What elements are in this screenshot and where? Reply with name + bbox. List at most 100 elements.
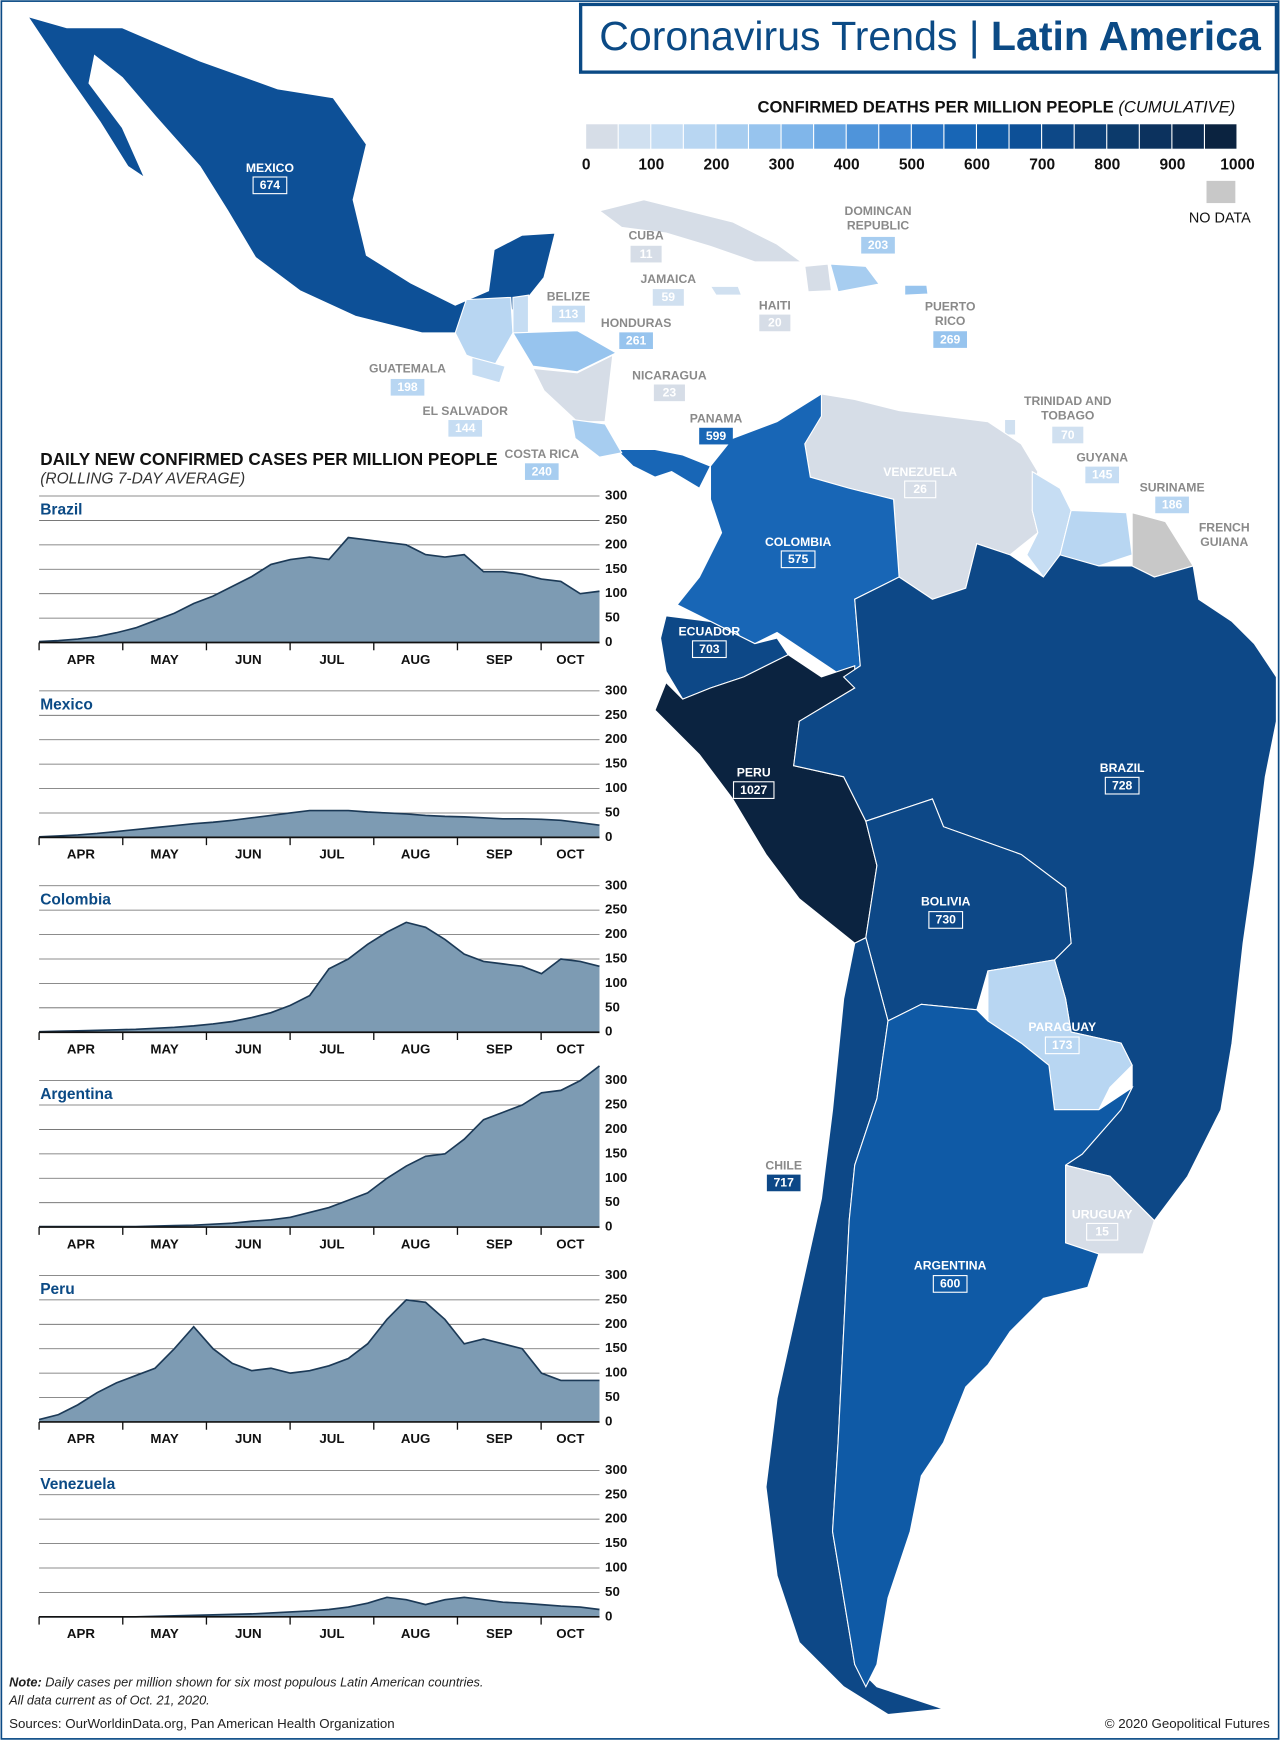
legend-title: CONFIRMED DEATHS PER MILLION PEOPLE (CUM… [758, 98, 1236, 117]
value-label: 269 [940, 332, 961, 346]
legend-swatch [683, 124, 716, 149]
value-box [928, 911, 964, 929]
country-label: BRAZIL [1100, 761, 1145, 775]
y-tick-label: 300 [605, 1462, 627, 1477]
title-box [578, 2, 1279, 74]
y-tick-label: 100 [605, 1365, 627, 1380]
country-label: URUGUAY [1072, 1207, 1133, 1221]
x-tick-label: AUG [401, 1042, 431, 1057]
value-box [933, 331, 967, 348]
panel-title: DAILY NEW CONFIRMED CASES PER MILLION PE… [40, 449, 497, 469]
value-label: 1027 [740, 783, 767, 797]
y-tick-label: 200 [605, 926, 627, 941]
value-box [524, 463, 559, 480]
y-tick-label: 0 [605, 634, 612, 649]
y-tick-label: 50 [605, 610, 620, 625]
y-tick-label: 300 [605, 1072, 627, 1087]
x-tick-label: JUN [235, 847, 262, 862]
x-tick-label: OCT [556, 1626, 584, 1641]
country [511, 330, 618, 373]
value-label: 203 [868, 238, 889, 252]
case-charts: Brazil 0 50 100 150 200 250 300 APR MAY JUN JUL AUG S… [38, 488, 627, 1641]
y-tick-label: 150 [605, 951, 627, 966]
country-label: BOLIVIA [921, 894, 971, 908]
country [571, 418, 623, 458]
x-tick-label: APR [67, 1042, 95, 1057]
country-label: SURINAME [1140, 480, 1205, 494]
legend-tick-label: 100 [638, 156, 664, 173]
country [804, 263, 833, 293]
legend-swatch [1009, 124, 1042, 149]
country-label: FRENCH [1199, 520, 1250, 534]
x-tick-label: AUG [401, 847, 431, 862]
x-tick-label: APR [67, 1626, 95, 1641]
value-label: 240 [532, 464, 553, 478]
value-label: 261 [626, 333, 647, 347]
country-label: CHILE [765, 1159, 802, 1173]
legend-swatch [651, 124, 683, 149]
title-region: Latin America [991, 13, 1262, 59]
x-tick-label: MAY [150, 1431, 178, 1446]
value-label: 599 [706, 429, 727, 443]
country [709, 285, 743, 296]
legend-note: (CUMULATIVE) [1118, 98, 1235, 117]
legend-tick-label: 0 [582, 156, 591, 173]
country-label: DOMINCAN [845, 204, 912, 218]
country [904, 284, 929, 296]
note-text: Daily cases per million shown for six mo… [45, 1675, 483, 1690]
y-tick-label: 300 [605, 682, 627, 697]
legend-swatch [1074, 124, 1107, 149]
x-tick-label: JUN [235, 652, 262, 667]
y-tick-label: 100 [605, 1170, 627, 1185]
y-tick-label: 300 [605, 877, 627, 892]
note-label: Note: [9, 1675, 42, 1690]
y-tick-label: 250 [605, 707, 627, 722]
country-label: NICARAGUA [632, 368, 707, 382]
y-tick-label: 200 [605, 536, 627, 551]
legend-tick-label: 400 [834, 156, 860, 173]
x-tick-label: JUL [319, 1236, 344, 1251]
x-tick-label: SEP [486, 1042, 513, 1057]
country-label: CUBA [628, 229, 663, 243]
area-line [38, 1299, 600, 1421]
value-box [1044, 1036, 1080, 1055]
x-tick-label: OCT [556, 1236, 584, 1251]
area-line [39, 809, 600, 838]
country [598, 199, 804, 263]
country-label: GUIANA [1200, 535, 1248, 549]
y-tick-label: 150 [605, 1340, 627, 1355]
legend-tick-label: 500 [899, 156, 925, 173]
value-box [448, 420, 483, 437]
country-label: PANAMA [690, 412, 743, 426]
x-tick-label: JUL [319, 847, 344, 862]
x-tick-label: MAY [150, 847, 178, 862]
y-tick-label: 100 [605, 1560, 627, 1575]
area [39, 1065, 600, 1228]
country-label: VENEZUELA [883, 465, 957, 479]
value-label: 730 [936, 913, 957, 927]
legend-tick-label: 300 [769, 156, 795, 173]
x-tick-label: APR [67, 1236, 95, 1251]
value-box [390, 378, 425, 396]
y-tick-label: 150 [605, 1145, 627, 1160]
country-label: GUYANA [1076, 451, 1128, 465]
country [512, 294, 530, 334]
area [39, 922, 600, 1033]
value-label: 144 [455, 421, 476, 435]
value-box [932, 1275, 968, 1293]
country-label: RICO [935, 314, 965, 328]
y-tick-label: 200 [605, 1511, 627, 1526]
area-line [39, 921, 600, 1033]
value-label: 23 [663, 386, 677, 400]
country-label: ECUADOR [679, 625, 741, 639]
country-label: HAITI [759, 298, 791, 312]
x-tick-label: AUG [401, 652, 431, 667]
y-tick-label: 0 [605, 1024, 612, 1039]
copyright: © 2020 Geopolitical Futures [1105, 1716, 1270, 1731]
value-box [904, 480, 937, 499]
x-tick-label: APR [67, 652, 95, 667]
legend-swatch [944, 124, 976, 149]
sources: Sources: OurWorldinData.org, Pan America… [9, 1716, 395, 1731]
y-tick-label: 0 [605, 1608, 612, 1623]
